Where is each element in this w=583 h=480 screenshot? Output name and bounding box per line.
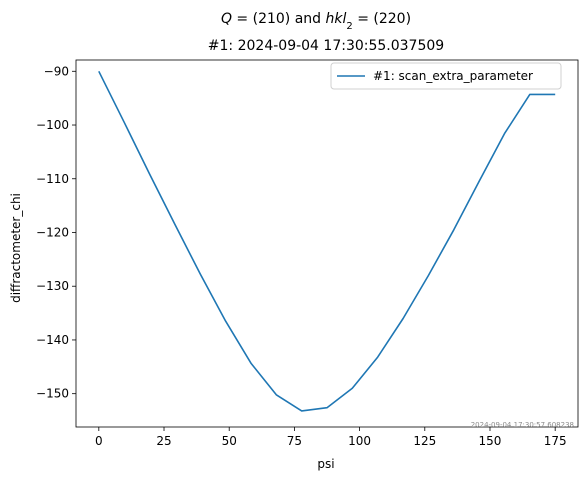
x-tick-label: 175 (544, 434, 567, 448)
y-tick-label: −130 (36, 279, 69, 293)
y-axis-label: diffractometer_chi (9, 193, 23, 303)
y-tick-label: −140 (36, 333, 69, 347)
y-axis: −150 −140 −130 −120 −110 −100 −90 (36, 64, 76, 401)
x-tick-label: 0 (95, 434, 103, 448)
x-tick-label: 25 (156, 434, 171, 448)
y-tick-label: −120 (36, 225, 69, 239)
x-tick-label: 150 (479, 434, 502, 448)
x-tick-label: 75 (287, 434, 302, 448)
timestamp-watermark: 2024-09-04 17:30:57.608238 (471, 421, 574, 429)
y-tick-label: −90 (44, 64, 69, 78)
y-tick-label: −110 (36, 172, 69, 186)
x-axis: 0 25 50 75 100 125 150 175 (95, 427, 567, 448)
y-tick-label: −100 (36, 118, 69, 132)
legend: #1: scan_extra_parameter (330, 62, 562, 90)
legend-box (330, 62, 562, 90)
x-tick-label: 100 (348, 434, 371, 448)
chart-title: #1: 2024-09-04 17:30:55.037509 (208, 38, 444, 54)
x-tick-label: 50 (222, 434, 237, 448)
axes-frame (75, 59, 579, 428)
plot-area (75, 59, 579, 428)
y-tick-label: −150 (36, 387, 69, 401)
series-line (98, 70, 556, 412)
x-tick-label: 125 (413, 434, 436, 448)
legend-entry-label: #1: scan_extra_parameter (373, 69, 533, 83)
figure-suptitle: Q = (210) and hkl2 = (220) (221, 11, 411, 32)
x-axis-label: psi (317, 457, 334, 471)
